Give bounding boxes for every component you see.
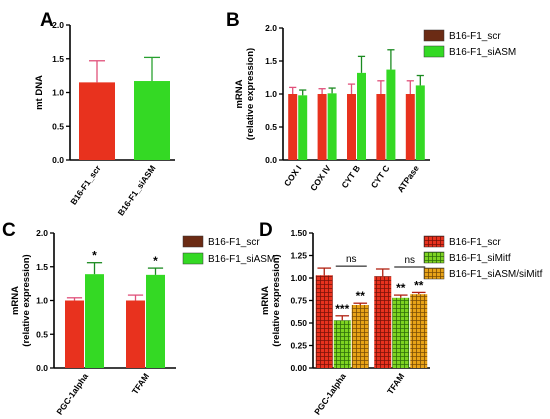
significance-label: ** xyxy=(356,289,366,303)
significance-label: ** xyxy=(396,281,406,295)
legend-swatch xyxy=(423,267,445,280)
significance-label: ** xyxy=(414,278,424,292)
x-tick-label: PGC-1alpha xyxy=(312,371,348,416)
panel-a-chart: 0.0 0.5 1.0 1.5 2.0 mt DNA B16-F1_scr B16-F1_si… xyxy=(34,20,175,218)
panel-label-b: B xyxy=(226,10,240,31)
bar xyxy=(351,305,369,368)
bar xyxy=(374,276,392,368)
y-tick-label: 0.5 xyxy=(265,122,277,132)
y-tick-label: 1.25 xyxy=(290,251,307,261)
y-tick-label: 0.0 xyxy=(36,363,48,373)
bar xyxy=(386,69,396,160)
legend-label: B16-F1_scr xyxy=(449,31,501,42)
panel-d-chart: 0.00 0.25 0.50 0.75 1.00 1.25 1.50 mRNA (relativ… xyxy=(260,228,543,417)
bar xyxy=(327,93,337,160)
x-tick-label: B16-F1_siASM xyxy=(116,163,158,217)
x-tick-label: CYT B xyxy=(339,163,362,190)
y-tick-label: 0.50 xyxy=(290,318,307,328)
bar xyxy=(376,94,386,160)
y-axis-label: mt DNA xyxy=(34,75,45,110)
y-tick-label: 1.5 xyxy=(36,262,48,272)
x-tick-label: TFAM xyxy=(130,371,151,396)
y-tick-label: 1.5 xyxy=(52,54,64,64)
x-tick-label: TFAM xyxy=(385,371,406,396)
y-tick-label: 2.0 xyxy=(36,228,48,238)
legend-swatch xyxy=(423,45,445,58)
y-tick-label: 0.0 xyxy=(265,155,277,165)
x-tick-label: PGC-1alpha xyxy=(54,371,90,416)
legend-swatch xyxy=(423,29,445,42)
y-axis-label: mRNA xyxy=(234,79,245,108)
bar xyxy=(298,95,308,160)
bar xyxy=(317,94,327,160)
y-tick-label: 1.0 xyxy=(265,89,277,99)
legend-label: B16-F1_scr xyxy=(449,237,501,248)
bar xyxy=(392,297,410,368)
panel-label-a: A xyxy=(40,10,54,31)
y-tick-label: 0.5 xyxy=(52,121,64,131)
y-tick-label: 1.0 xyxy=(36,296,48,306)
bar xyxy=(288,94,298,160)
significance-label: * xyxy=(153,254,158,268)
bar xyxy=(146,274,165,368)
panel-label-d: D xyxy=(259,220,273,241)
bar xyxy=(315,275,333,368)
y-tick-label: 0.25 xyxy=(290,341,307,351)
significance-label: * xyxy=(92,249,97,263)
y-tick-label: 1.0 xyxy=(52,88,64,98)
y-tick-label: 0.0 xyxy=(52,155,64,165)
bar xyxy=(65,300,84,368)
bar xyxy=(85,274,104,368)
legend-label: B16-F1_scr xyxy=(208,237,260,248)
bar xyxy=(79,82,115,160)
bar xyxy=(415,85,425,160)
y-tick-label: 2.0 xyxy=(265,23,277,33)
y-axis-label-sub: (relative expression) xyxy=(271,254,282,346)
ns-label: ns xyxy=(404,255,415,266)
ns-label: ns xyxy=(346,254,357,265)
y-tick-label: 1.00 xyxy=(290,273,307,283)
legend-label: B16-F1_siMitf xyxy=(449,253,511,264)
bar xyxy=(405,94,415,160)
y-tick-label: 1.50 xyxy=(290,228,307,238)
y-tick-label: 0.75 xyxy=(290,296,307,306)
y-tick-label: 2.0 xyxy=(52,20,64,30)
bar xyxy=(357,72,366,160)
y-tick-label: 0.5 xyxy=(36,329,48,339)
panel-b-chart: 0.0 0.5 1.0 1.5 2.0 mRNA (relative expression)… xyxy=(234,23,516,194)
x-tick-label: ATPase xyxy=(395,163,421,194)
bar xyxy=(347,94,356,160)
x-tick-label: COX I xyxy=(282,163,303,188)
legend-swatch xyxy=(423,235,445,248)
legend-swatch xyxy=(182,235,204,248)
bar xyxy=(126,300,145,368)
bar xyxy=(410,294,428,368)
y-axis-label: mRNA xyxy=(10,286,21,315)
significance-label: *** xyxy=(335,302,349,316)
legend-label: B16-F1_siASM xyxy=(208,254,275,265)
bar xyxy=(333,320,351,368)
legend-swatch xyxy=(423,251,445,264)
x-tick-label: B16-F1_scr xyxy=(68,163,103,207)
y-axis-label-sub: (relative expression) xyxy=(21,254,32,346)
y-tick-label: 0.00 xyxy=(290,363,307,373)
x-tick-label: CYT C xyxy=(369,163,392,190)
y-tick-label: 1.5 xyxy=(265,56,277,66)
bar xyxy=(134,81,170,160)
x-tick-label: COX IV xyxy=(308,163,333,193)
y-axis-label: mRNA xyxy=(260,286,271,315)
panel-label-c: C xyxy=(2,220,16,241)
y-axis-label-sub: (relative expression) xyxy=(245,48,256,140)
legend-label: B16-F1_siASM/siMitf xyxy=(449,269,543,280)
legend-label: B16-F1_siASM xyxy=(449,47,516,58)
legend-swatch xyxy=(182,252,204,265)
